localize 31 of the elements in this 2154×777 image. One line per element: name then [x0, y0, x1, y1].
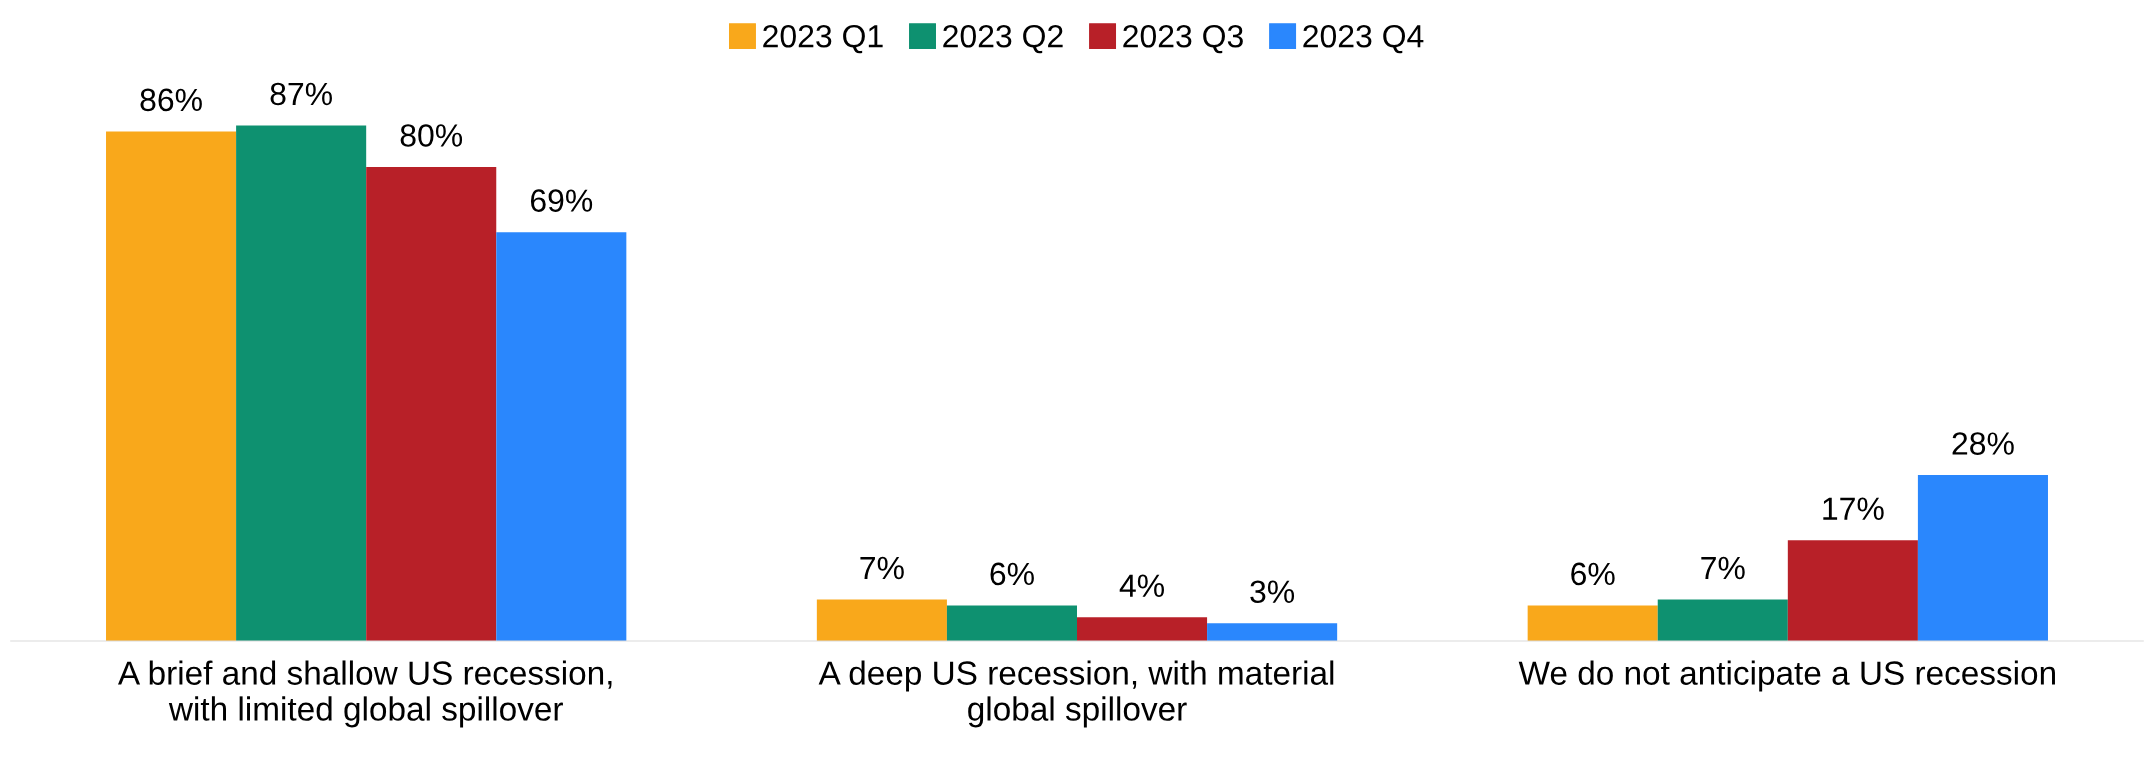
data-label: 69% [530, 189, 593, 212]
data-label: 3% [1250, 580, 1295, 604]
data-label: 6% [990, 562, 1034, 586]
bar [366, 166, 497, 641]
bar [106, 131, 237, 641]
data-label: 28% [1952, 432, 2014, 455]
data-label: 4% [1119, 574, 1164, 597]
bar [816, 599, 947, 641]
bar [1077, 617, 1208, 641]
data-label: 6% [1571, 562, 1615, 586]
x-tick-label: A brief and shallow US recession, with limited global spillover [117, 660, 612, 728]
bar [1657, 599, 1788, 641]
bar [946, 605, 1077, 641]
data-label: 87% [270, 82, 332, 106]
bar [496, 232, 627, 641]
legend-label: 2023 Q4 [1303, 24, 1424, 54]
data-label: 7% [1701, 556, 1745, 580]
legend-label: 2023 Q3 [1123, 24, 1243, 54]
x-tick-label: We do not anticipate a US recession [1518, 660, 2055, 692]
legend-label: 2023 Q2 [943, 24, 1063, 54]
bar [1207, 623, 1338, 641]
bar [1527, 605, 1658, 641]
bar [1917, 475, 2048, 641]
data-label: 86% [140, 88, 202, 112]
legend-label: 2023 Q1 [763, 24, 883, 54]
bar [236, 125, 367, 641]
data-label: 17% [1823, 497, 1884, 520]
bar [1787, 540, 1918, 641]
x-tick-label: A deep US recession, with material global spillover [818, 660, 1334, 728]
data-label: 80% [400, 124, 463, 147]
data-label: 7% [860, 556, 904, 580]
